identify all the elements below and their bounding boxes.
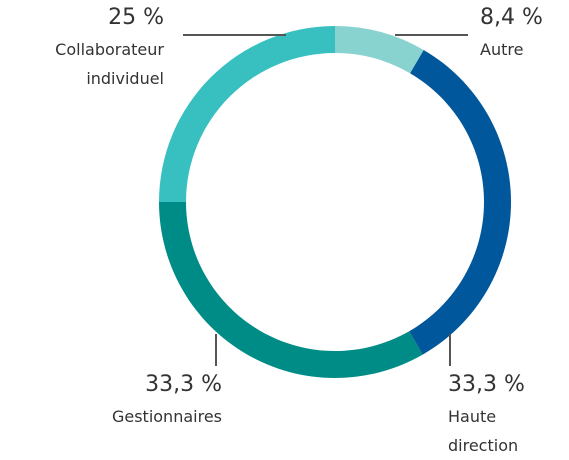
- donut-segment: [409, 49, 511, 355]
- donut-segment: [159, 202, 423, 378]
- category-label: Autre: [480, 40, 524, 59]
- value-label: 8,4 %: [480, 5, 543, 30]
- value-label: 33,3 %: [145, 372, 222, 397]
- value-label: 25 %: [108, 5, 164, 30]
- donut-segment: [335, 26, 424, 74]
- category-label: Gestionnaires: [111, 407, 222, 426]
- category-label: Collaborateur individuel: [55, 40, 164, 88]
- category-label: Haute direction: [448, 407, 519, 455]
- value-label: 33,3 %: [448, 372, 525, 397]
- donut-segment: [159, 26, 335, 202]
